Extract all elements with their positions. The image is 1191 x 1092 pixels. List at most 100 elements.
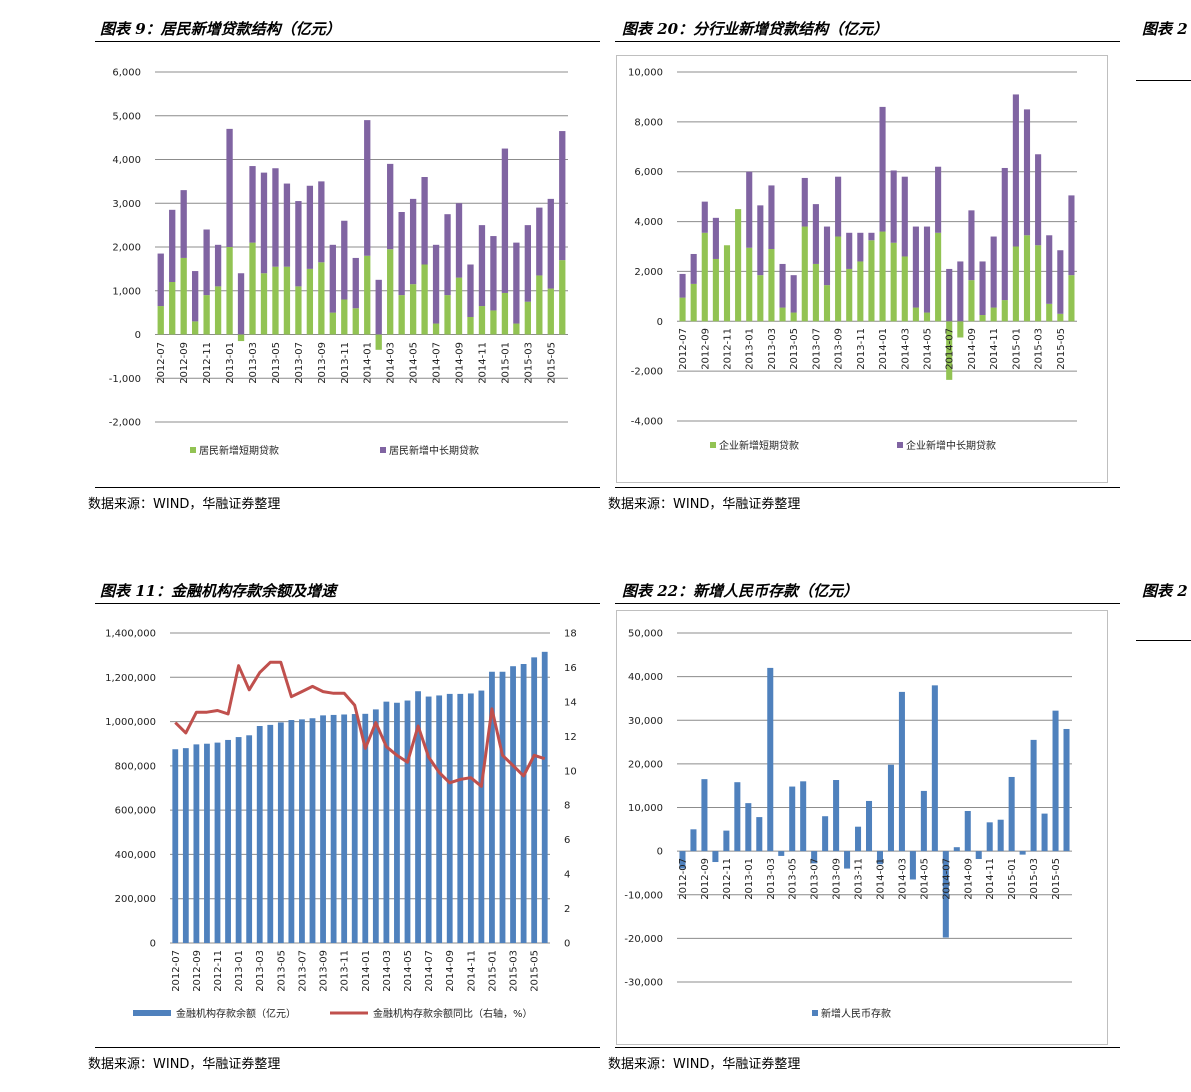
- bar: [394, 702, 400, 943]
- y-tick-label: -10,000: [624, 890, 663, 901]
- bar: [214, 742, 221, 943]
- bar: [1057, 250, 1064, 314]
- legend-swatch: [133, 1010, 171, 1016]
- bar: [923, 312, 931, 322]
- bar: [757, 205, 764, 276]
- x-tick-label: 2014-05: [919, 858, 930, 900]
- bar: [272, 168, 279, 267]
- bar: [341, 299, 348, 335]
- bar: [520, 664, 527, 943]
- x-tick-label: 2014-05: [403, 950, 414, 992]
- y2-tick-label: 16: [564, 663, 577, 674]
- data-source: 数据来源：WIND，华融证券整理: [88, 1057, 281, 1072]
- bar: [398, 212, 405, 296]
- bar: [524, 301, 532, 335]
- y-tick-label: -2,000: [631, 367, 663, 378]
- bar: [1012, 94, 1019, 247]
- x-tick-label: 2014-03: [382, 950, 393, 992]
- x-tick-label: 2012-09: [700, 858, 711, 900]
- x-tick-label: 2014-11: [477, 342, 488, 384]
- bar: [203, 229, 210, 296]
- bar: [768, 248, 775, 322]
- bar: [898, 691, 905, 852]
- bar: [467, 317, 474, 335]
- legend-label: 企业新增短期贷款: [719, 439, 799, 452]
- bar: [801, 177, 808, 227]
- bar: [256, 726, 263, 943]
- bar: [812, 204, 819, 264]
- bar: [387, 249, 394, 335]
- chart-title: 图表 9：居民新增贷款结构（亿元）: [100, 20, 341, 38]
- bar: [1012, 246, 1019, 322]
- x-tick-label: 2012-11: [213, 950, 224, 992]
- bar: [404, 700, 411, 943]
- bar: [467, 264, 474, 317]
- bar: [490, 310, 497, 335]
- y-tick-label: 5,000: [112, 111, 141, 122]
- x-tick-label: 2013-07: [297, 950, 308, 992]
- x-tick-label: 2015-03: [1029, 858, 1040, 900]
- bar: [855, 826, 862, 852]
- source-rule: [95, 487, 600, 488]
- data-source: 数据来源：WIND，华融证券整理: [608, 1057, 801, 1072]
- bar: [701, 232, 708, 322]
- bar: [857, 261, 864, 322]
- bar: [912, 226, 919, 308]
- bar: [204, 743, 210, 943]
- bar: [1023, 235, 1031, 322]
- x-tick-label: 2014-11: [989, 328, 1000, 370]
- bar: [267, 724, 274, 943]
- bar: [935, 166, 942, 233]
- source-rule: [615, 1047, 1120, 1048]
- bar: [383, 701, 390, 943]
- y-tick-label: -2,000: [109, 418, 141, 429]
- bar: [879, 106, 886, 232]
- bar: [909, 851, 916, 880]
- bar: [1068, 195, 1075, 276]
- bar: [362, 713, 369, 943]
- bar: [524, 225, 532, 302]
- bar: [295, 201, 302, 287]
- bar: [226, 128, 233, 247]
- y-tick-label: -4,000: [631, 417, 663, 428]
- legend-label: 居民新增短期贷款: [199, 444, 279, 457]
- x-tick-label: 2014-01: [875, 858, 886, 900]
- x-tick-label: 2014-11: [985, 858, 996, 900]
- bar: [712, 851, 719, 863]
- x-tick-label: 2015-01: [487, 950, 498, 992]
- y-tick-label: 30,000: [628, 716, 663, 727]
- bar: [923, 226, 931, 313]
- y-tick-label: 50,000: [628, 629, 663, 640]
- bar: [375, 334, 382, 350]
- bar: [425, 696, 432, 943]
- bar: [272, 266, 279, 335]
- bar: [1001, 300, 1008, 322]
- bar: [890, 170, 897, 243]
- bar: [547, 198, 554, 289]
- x-tick-label: 2015-03: [1034, 328, 1045, 370]
- legend-swatch: [812, 1010, 818, 1016]
- bar: [778, 851, 785, 856]
- bar: [756, 817, 763, 852]
- title-rule: [1136, 640, 1191, 641]
- bar: [341, 220, 348, 300]
- chart-title: 图表 11：金融机构存款余额及增速: [100, 582, 337, 600]
- x-tick-label: 2013-01: [745, 328, 756, 370]
- bar: [330, 714, 337, 943]
- legend-label: 新增人民币存款: [821, 1007, 891, 1020]
- y-tick-label: 1,400,000: [105, 629, 156, 640]
- legend-label: 企业新增中长期贷款: [906, 439, 996, 452]
- x-tick-label: 2015-01: [1011, 328, 1022, 370]
- bar: [513, 242, 520, 324]
- y-tick-label: 0: [657, 317, 663, 328]
- y2-tick-label: 14: [564, 697, 577, 708]
- bar: [235, 737, 242, 943]
- x-tick-label: 2013-11: [340, 342, 351, 384]
- bar: [444, 295, 451, 335]
- bar: [690, 829, 697, 852]
- y-tick-label: 2,000: [634, 267, 663, 278]
- x-tick-label: 2015-05: [1056, 328, 1067, 370]
- bar: [214, 286, 222, 335]
- bar: [172, 749, 179, 943]
